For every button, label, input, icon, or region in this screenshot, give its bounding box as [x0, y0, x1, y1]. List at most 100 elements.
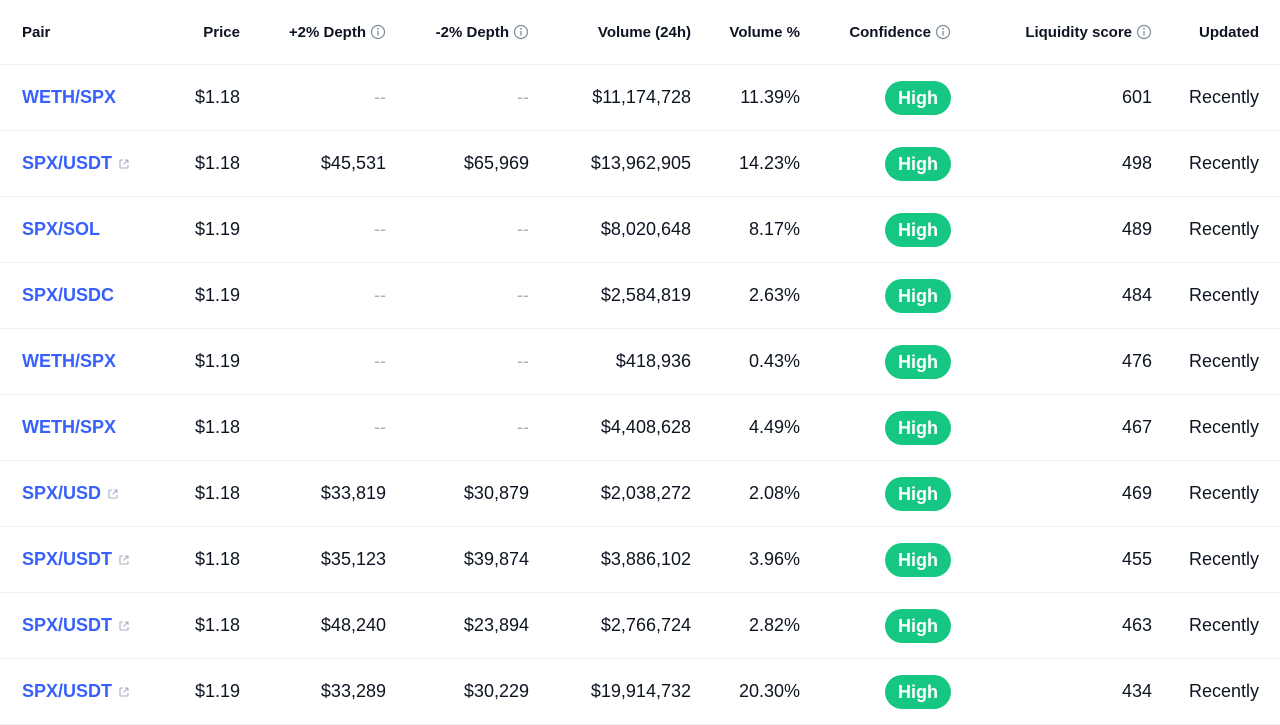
external-link-icon[interactable]: [118, 158, 130, 170]
external-link-icon[interactable]: [118, 620, 130, 632]
minus-depth-cell: --: [386, 394, 529, 461]
updated-cell: Recently: [1152, 592, 1280, 659]
table-row[interactable]: SPX/SOL $1.19 -- -- $8,020,648 8.17% Hig…: [0, 196, 1280, 263]
table-row[interactable]: WETH/SPX $1.19 -- -- $418,936 0.43% High…: [0, 328, 1280, 395]
volume-percent-cell: 4.49%: [691, 394, 800, 461]
liquidity-score-cell: 434: [951, 658, 1152, 725]
table-header: Pair Price +2% Depth -2% Depth Volume (2…: [0, 0, 1280, 65]
volume-cell: $2,038,272: [529, 460, 691, 527]
column-header-volume[interactable]: Volume (24h): [529, 0, 691, 65]
confidence-cell: High: [800, 130, 951, 197]
pair-link[interactable]: SPX/USDT: [22, 615, 113, 635]
updated-cell: Recently: [1152, 64, 1280, 131]
pair-link[interactable]: SPX/SOL: [22, 219, 101, 239]
confidence-badge: High: [885, 146, 951, 181]
volume-cell: $8,020,648: [529, 196, 691, 263]
liquidity-score-cell: 476: [951, 328, 1152, 395]
volume-cell: $11,174,728: [529, 64, 691, 131]
column-header-confidence[interactable]: Confidence: [800, 0, 951, 65]
liquidity-score-cell: 484: [951, 262, 1152, 329]
pair-link[interactable]: WETH/SPX: [22, 351, 117, 371]
pair-cell: WETH/SPX: [0, 394, 176, 461]
plus-depth-cell: --: [240, 196, 386, 263]
table-row[interactable]: SPX/USDT $1.18 $35,123 $39,874 $3,886,10…: [0, 526, 1280, 593]
volume-percent-cell: 8.17%: [691, 196, 800, 263]
price-cell: $1.18: [176, 592, 240, 659]
column-header-plus-depth[interactable]: +2% Depth: [240, 0, 386, 65]
pair-cell: SPX/USDT: [0, 130, 176, 197]
table-body: WETH/SPX $1.18 -- -- $11,174,728 11.39% …: [0, 64, 1280, 725]
price-cell: $1.19: [176, 262, 240, 329]
volume-cell: $2,584,819: [529, 262, 691, 329]
volume-percent-cell: 2.63%: [691, 262, 800, 329]
price-cell: $1.19: [176, 196, 240, 263]
confidence-badge: High: [885, 674, 951, 709]
minus-depth-cell: $23,894: [386, 592, 529, 659]
info-icon[interactable]: [935, 24, 951, 40]
pair-cell: SPX/USDT: [0, 658, 176, 725]
plus-depth-cell: $33,289: [240, 658, 386, 725]
confidence-badge: High: [885, 80, 951, 115]
plus-depth-cell: --: [240, 262, 386, 329]
price-cell: $1.18: [176, 130, 240, 197]
pair-link[interactable]: SPX/USD: [22, 483, 102, 503]
volume-cell: $13,962,905: [529, 130, 691, 197]
liquidity-score-cell: 601: [951, 64, 1152, 131]
volume-percent-cell: 0.43%: [691, 328, 800, 395]
confidence-cell: High: [800, 64, 951, 131]
pair-link[interactable]: SPX/USDT: [22, 681, 113, 701]
updated-cell: Recently: [1152, 262, 1280, 329]
minus-depth-cell: $30,879: [386, 460, 529, 527]
confidence-badge: High: [885, 212, 951, 247]
confidence-badge: High: [885, 344, 951, 379]
column-header-price[interactable]: Price: [176, 0, 240, 65]
confidence-cell: High: [800, 262, 951, 329]
minus-depth-cell: --: [386, 64, 529, 131]
updated-cell: Recently: [1152, 658, 1280, 725]
volume-percent-cell: 3.96%: [691, 526, 800, 593]
info-icon[interactable]: [1136, 24, 1152, 40]
table-row[interactable]: SPX/USD $1.18 $33,819 $30,879 $2,038,272…: [0, 460, 1280, 527]
info-icon[interactable]: [513, 24, 529, 40]
external-link-icon[interactable]: [107, 488, 119, 500]
minus-depth-cell: $65,969: [386, 130, 529, 197]
external-link-icon[interactable]: [118, 554, 130, 566]
pair-link[interactable]: SPX/USDC: [22, 285, 115, 305]
updated-cell: Recently: [1152, 460, 1280, 527]
pair-link[interactable]: SPX/USDT: [22, 153, 113, 173]
table-row[interactable]: SPX/USDT $1.19 $33,289 $30,229 $19,914,7…: [0, 658, 1280, 725]
pair-link[interactable]: WETH/SPX: [22, 87, 117, 107]
column-header-volume-percent[interactable]: Volume %: [691, 0, 800, 65]
liquidity-score-cell: 489: [951, 196, 1152, 263]
pair-cell: SPX/USDT: [0, 526, 176, 593]
price-cell: $1.18: [176, 526, 240, 593]
table-row[interactable]: SPX/USDC $1.19 -- -- $2,584,819 2.63% Hi…: [0, 262, 1280, 329]
minus-depth-cell: $30,229: [386, 658, 529, 725]
volume-percent-cell: 2.08%: [691, 460, 800, 527]
liquidity-score-cell: 463: [951, 592, 1152, 659]
external-link-icon[interactable]: [118, 686, 130, 698]
pair-link[interactable]: WETH/SPX: [22, 417, 117, 437]
info-icon[interactable]: [370, 24, 386, 40]
updated-cell: Recently: [1152, 394, 1280, 461]
volume-percent-cell: 2.82%: [691, 592, 800, 659]
volume-cell: $4,408,628: [529, 394, 691, 461]
price-cell: $1.18: [176, 460, 240, 527]
table-row[interactable]: SPX/USDT $1.18 $48,240 $23,894 $2,766,72…: [0, 592, 1280, 659]
pair-cell: SPX/USD: [0, 460, 176, 527]
confidence-cell: High: [800, 196, 951, 263]
confidence-cell: High: [800, 658, 951, 725]
updated-cell: Recently: [1152, 196, 1280, 263]
price-cell: $1.19: [176, 658, 240, 725]
column-header-minus-depth[interactable]: -2% Depth: [386, 0, 529, 65]
confidence-badge: High: [885, 278, 951, 313]
pair-link[interactable]: SPX/USDT: [22, 549, 113, 569]
column-header-pair[interactable]: Pair: [0, 0, 176, 65]
table-row[interactable]: WETH/SPX $1.18 -- -- $4,408,628 4.49% Hi…: [0, 394, 1280, 461]
pair-cell: SPX/USDC: [0, 262, 176, 329]
table-row[interactable]: SPX/USDT $1.18 $45,531 $65,969 $13,962,9…: [0, 130, 1280, 197]
column-header-updated[interactable]: Updated: [1152, 0, 1280, 65]
table-row[interactable]: WETH/SPX $1.18 -- -- $11,174,728 11.39% …: [0, 64, 1280, 131]
column-header-liquidity-score[interactable]: Liquidity score: [951, 0, 1152, 65]
confidence-badge: High: [885, 476, 951, 511]
